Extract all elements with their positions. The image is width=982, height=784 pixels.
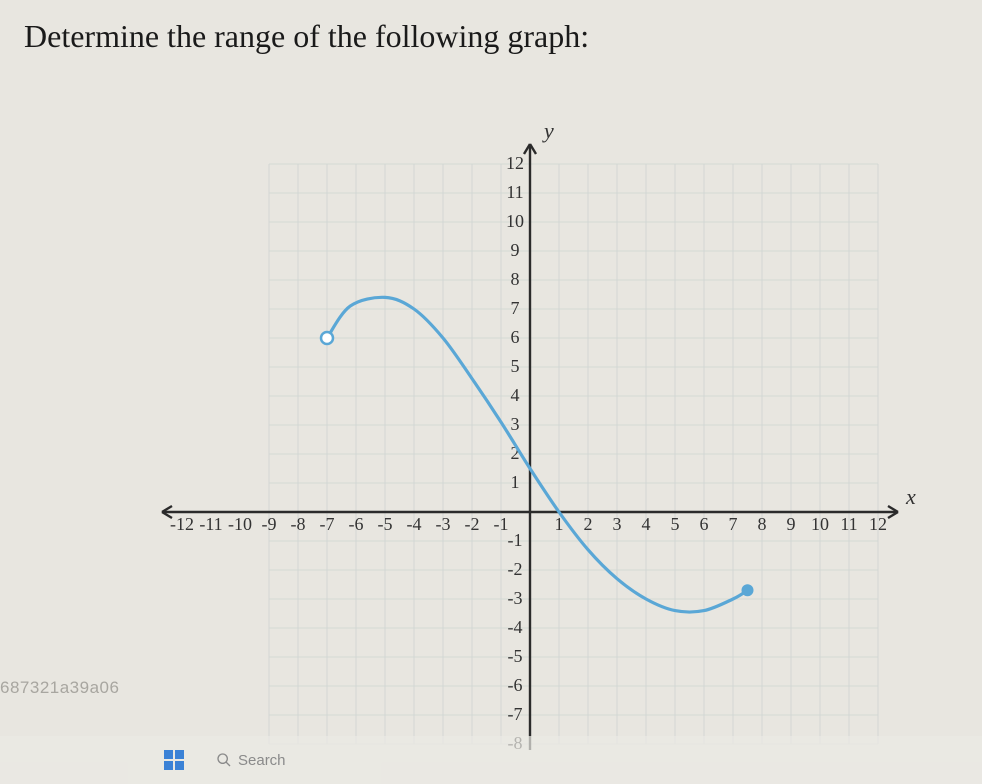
x-tick-label: 8 (758, 514, 767, 534)
x-tick-label: -3 (436, 514, 451, 534)
x-tick-label: -12 (170, 514, 194, 534)
x-tick-label: 2 (584, 514, 593, 534)
coordinate-graph: -12-11-10-9-8-7-6-5-4-3-2-11234567891011… (90, 150, 910, 710)
x-tick-label: -4 (407, 514, 422, 534)
curve-end-closed-endpoint (742, 584, 754, 596)
graph-container: -12-11-10-9-8-7-6-5-4-3-2-11234567891011… (90, 150, 910, 710)
y-tick-label: -6 (508, 675, 523, 695)
y-tick-label: 8 (511, 269, 520, 289)
search-icon (216, 752, 232, 768)
x-tick-label: -5 (378, 514, 393, 534)
watermark-code: 687321a39a06 (0, 678, 119, 698)
y-axis-title: y (542, 118, 554, 143)
x-tick-label: 11 (840, 514, 857, 534)
x-tick-label: -2 (465, 514, 480, 534)
function-curve (327, 297, 748, 612)
y-tick-label: 3 (511, 414, 520, 434)
y-tick-label: -5 (508, 646, 523, 666)
y-tick-label: 11 (506, 182, 523, 202)
x-tick-label: 7 (729, 514, 738, 534)
x-tick-label: 12 (869, 514, 887, 534)
x-tick-label: -9 (262, 514, 277, 534)
x-tick-label: 4 (642, 514, 651, 534)
x-axis-title: x (905, 484, 916, 509)
x-tick-label: 10 (811, 514, 829, 534)
y-tick-label: -3 (508, 588, 523, 608)
y-tick-label: -1 (508, 530, 523, 550)
x-tick-label: -7 (320, 514, 335, 534)
y-tick-label: 4 (511, 385, 520, 405)
x-tick-label: -11 (199, 514, 222, 534)
y-tick-label: 7 (511, 298, 520, 318)
question-text: Determine the range of the following gra… (24, 18, 589, 55)
taskbar-search[interactable]: Search (206, 748, 296, 773)
x-tick-label: -8 (291, 514, 306, 534)
x-tick-label: -1 (494, 514, 509, 534)
y-tick-label: 10 (506, 211, 524, 231)
y-tick-label: -7 (508, 704, 523, 724)
x-tick-label: 6 (700, 514, 709, 534)
y-tick-label: -4 (508, 617, 523, 637)
x-tick-label: -10 (228, 514, 252, 534)
x-tick-label: 3 (613, 514, 622, 534)
x-tick-label: 5 (671, 514, 680, 534)
windows-taskbar: Search (0, 736, 982, 784)
y-tick-label: 6 (511, 327, 520, 347)
y-tick-label: 9 (511, 240, 520, 260)
windows-start-icon[interactable] (160, 746, 188, 774)
x-tick-label: -6 (349, 514, 364, 534)
y-tick-label: 12 (506, 153, 524, 173)
curve-start-open-endpoint (321, 332, 333, 344)
y-tick-label: -2 (508, 559, 523, 579)
search-placeholder: Search (238, 752, 286, 769)
y-tick-label: 5 (511, 356, 520, 376)
x-tick-label: 9 (787, 514, 796, 534)
y-tick-label: 1 (511, 472, 520, 492)
